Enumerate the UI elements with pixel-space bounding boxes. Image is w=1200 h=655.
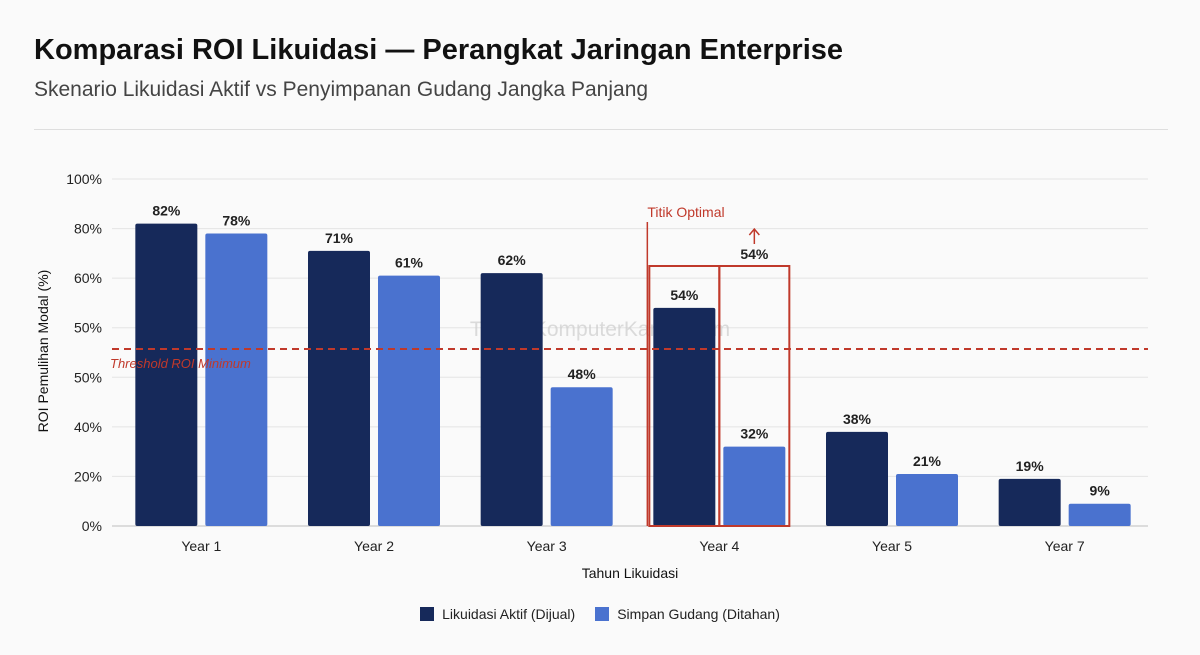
bar-1-year-7 [998,478,1061,526]
legend-swatch-series-2 [595,607,610,621]
y-tick-label: 100% [66,171,102,187]
arrow-head-icon [748,227,760,236]
bar-2-year-4 [723,446,786,526]
x-tick-label: Year 4 [699,538,739,554]
bars [135,223,1131,526]
x-tick-label: Year 7 [1045,538,1085,554]
legend-item-series-1: Likuidasi Aktif (Dijual) [420,606,575,622]
x-tick-label: Year 1 [181,538,221,554]
bar-2-year-7 [1068,503,1131,526]
y-tick-label: 0% [82,518,102,534]
data-label: 19% [1016,458,1045,474]
x-axis-ticks: Year 1 Year 2 Year 3 Year 4 Year 5 Year 7 [181,538,1085,554]
bar-1-year-5 [826,431,888,526]
data-label: 61% [395,255,424,271]
data-label: 21% [913,453,942,469]
y-tick-label: 20% [74,468,102,484]
chart-title: Komparasi ROI Likuidasi — Perangkat Jari… [34,34,844,66]
bar-1-year-1 [135,223,198,526]
legend-label-series-1: Likuidasi Aktif (Dijual) [442,606,576,622]
chart-subtitle: Skenario Likuidasi Aktif vs Penyimpanan … [34,78,649,101]
data-label: 78% [222,213,251,229]
optimal-value-label: 54% [740,246,769,262]
data-label: 54% [670,287,699,303]
y-tick-label: 50% [74,320,102,336]
bar-1-year-2 [308,250,370,526]
bar-2-year-3 [550,387,613,526]
grid-lines [112,178,1148,527]
legend-label-series-2: Simpan Gudang (Ditahan) [617,606,780,622]
x-tick-label: Year 2 [354,538,394,554]
x-tick-label: Year 3 [527,538,567,554]
legend-item-series-2: Simpan Gudang (Ditahan) [595,606,780,622]
data-label: 32% [740,426,769,442]
data-label: 9% [1090,483,1111,499]
y-tick-label: 40% [74,419,102,435]
x-tick-label: Year 5 [872,538,912,554]
value-labels: 82% 78% 71% 61% 62% 48% 54% 32% 38% 21% 19% 9% [152,203,1110,499]
bar-1-year-3 [480,273,543,526]
y-axis-ticks: 0% 20% 40% 50% 50% 60% 80% 100% [66,171,102,534]
legend-swatch-series-1 [420,607,435,621]
y-tick-label: 50% [74,369,102,385]
optimal-label: Titik Optimal [647,204,724,220]
bar-2-year-5 [896,473,958,526]
y-tick-label: 60% [74,270,102,286]
data-label: 38% [843,411,872,427]
threshold-label: Threshold ROI Minimum [110,356,251,371]
bar-2-year-2 [378,275,440,526]
bar-2-year-1 [205,233,268,526]
legend: Likuidasi Aktif (Dijual) Simpan Gudang (… [0,606,1200,622]
data-label: 48% [568,366,597,382]
y-tick-label: 80% [74,221,102,237]
y-axis-title: ROI Pemulihan Modal (%) [35,270,51,433]
data-label: 62% [498,252,527,268]
data-label: 82% [152,203,181,219]
optimal-highlight-box-left [648,265,721,527]
annotations: Threshold ROI Minimum Titik Optimal 54% [110,204,1148,527]
bar-1-year-4 [653,307,716,526]
header-divider [34,129,1168,130]
x-axis-title: Tahun Likuidasi [582,565,679,581]
data-label: 71% [325,230,354,246]
